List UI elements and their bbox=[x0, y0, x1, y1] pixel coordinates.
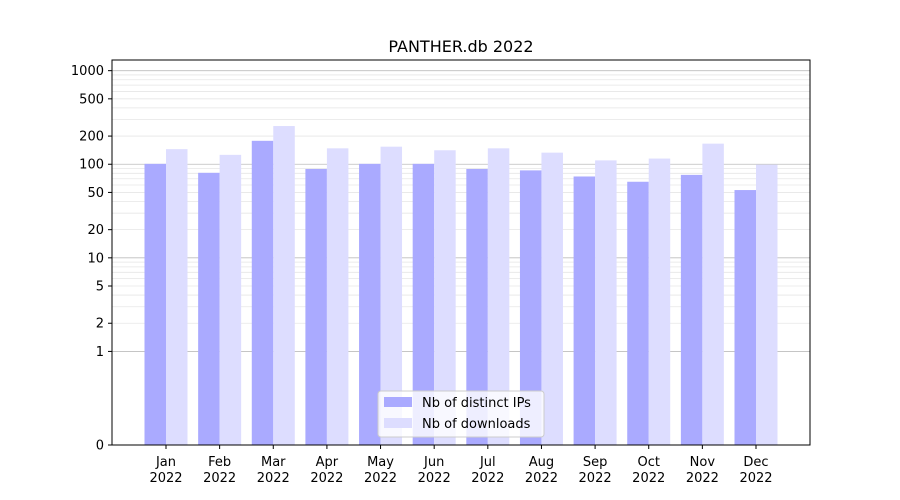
legend-swatch bbox=[384, 397, 412, 407]
bar-downloads bbox=[380, 146, 403, 446]
y-tick-label: 100 bbox=[79, 158, 104, 173]
legend-box bbox=[377, 390, 545, 438]
x-tick-label-month: Feb bbox=[208, 455, 231, 470]
x-tick-label-year: 2022 bbox=[632, 471, 665, 486]
y-tick-label: 1000 bbox=[71, 64, 104, 79]
bar-distinct-ips bbox=[305, 168, 327, 445]
bar-downloads bbox=[166, 149, 188, 445]
x-tick-label-month: Jul bbox=[479, 455, 496, 470]
x-tick-label-year: 2022 bbox=[579, 471, 612, 486]
bar-distinct-ips bbox=[198, 172, 220, 445]
y-tick-label: 0 bbox=[96, 439, 104, 454]
bar-distinct-ips bbox=[251, 140, 274, 445]
bar-downloads bbox=[434, 150, 456, 445]
bar-downloads bbox=[273, 126, 295, 446]
bar-downloads bbox=[648, 158, 671, 445]
bar-distinct-ips bbox=[680, 174, 703, 445]
x-axis: Jan2022Feb2022Mar2022Apr2022May2022Jun20… bbox=[149, 445, 773, 486]
x-tick-label-year: 2022 bbox=[471, 471, 504, 486]
bar-distinct-ips bbox=[734, 190, 756, 445]
x-tick-label-month: May bbox=[367, 455, 394, 470]
y-tick-label: 200 bbox=[79, 130, 104, 145]
x-tick-label-year: 2022 bbox=[310, 471, 343, 486]
bar-distinct-ips bbox=[573, 176, 596, 446]
x-tick-label-month: Mar bbox=[261, 455, 286, 470]
bar-downloads bbox=[541, 152, 563, 445]
bar-downloads bbox=[487, 148, 510, 446]
x-tick-label-month: Nov bbox=[690, 455, 716, 470]
y-tick-label: 2 bbox=[96, 317, 104, 332]
bar-downloads bbox=[756, 164, 778, 445]
bars bbox=[144, 126, 778, 446]
bar-distinct-ips bbox=[359, 163, 381, 445]
x-tick-label-year: 2022 bbox=[364, 471, 397, 486]
bar-distinct-ips bbox=[627, 181, 649, 446]
legend: Nb of distinct IPs Nb of downloads bbox=[377, 390, 545, 438]
x-tick-label-month: Oct bbox=[637, 455, 659, 470]
bar-distinct-ips bbox=[412, 163, 435, 445]
y-tick-label: 10 bbox=[87, 251, 104, 266]
x-tick-label-year: 2022 bbox=[149, 471, 182, 486]
bar-downloads bbox=[595, 160, 617, 445]
x-tick-label-month: Apr bbox=[316, 455, 339, 470]
x-tick-label-year: 2022 bbox=[739, 471, 772, 486]
bar-distinct-ips bbox=[466, 168, 488, 445]
x-tick-label-year: 2022 bbox=[686, 471, 719, 486]
bar-downloads bbox=[326, 148, 349, 446]
x-tick-label-month: Dec bbox=[743, 455, 768, 470]
y-tick-label: 5 bbox=[96, 280, 104, 295]
legend-label: Nb of downloads bbox=[422, 417, 531, 432]
y-tick-label: 20 bbox=[87, 223, 104, 238]
x-tick-label-year: 2022 bbox=[418, 471, 451, 486]
bar-downloads bbox=[219, 154, 242, 445]
y-tick-label: 50 bbox=[87, 186, 104, 201]
x-tick-label-month: Jun bbox=[423, 455, 444, 470]
x-tick-label-year: 2022 bbox=[257, 471, 290, 486]
y-tick-label: 1 bbox=[96, 345, 104, 360]
y-axis: 0 1 2 5 10 20 50 100 200 500 1000 bbox=[71, 64, 112, 454]
x-tick-label-month: Aug bbox=[529, 455, 554, 470]
bar-distinct-ips bbox=[519, 170, 542, 445]
x-tick-label-year: 2022 bbox=[203, 471, 236, 486]
chart-title: PANTHER.db 2022 bbox=[388, 37, 533, 56]
x-tick-label-month: Sep bbox=[583, 455, 608, 470]
legend-swatch bbox=[384, 418, 412, 428]
legend-label: Nb of distinct IPs bbox=[422, 396, 531, 411]
x-tick-label-year: 2022 bbox=[525, 471, 558, 486]
bar-distinct-ips bbox=[144, 163, 166, 445]
bar-downloads bbox=[702, 143, 724, 445]
plot-frame bbox=[111, 59, 811, 446]
x-tick-label-month: Jan bbox=[155, 455, 176, 470]
y-tick-label: 500 bbox=[79, 92, 104, 107]
